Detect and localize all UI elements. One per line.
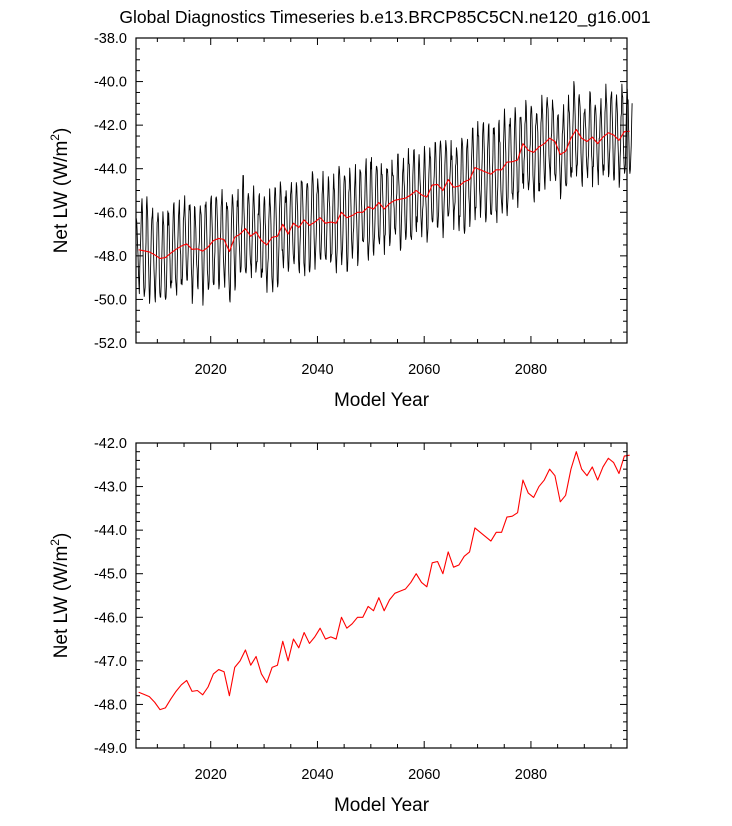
top-y-tick-label: -48.0 [94,249,127,265]
top-x-tick-label: 2080 [515,362,547,378]
bottom-plot-frame [135,442,628,749]
bottom-panel: -49.0 -48.0 -47.0 -46.0 -45.0 -44.0 -43.… [48,436,630,816]
bottom-y-tick-label: -45.0 [94,567,127,583]
top-tick-marks [136,37,627,344]
top-y-axis-label: Net LW (W/m2) [48,128,72,254]
top-y-tick-labels: -52.0 -50.0 -48.0 -46.0 -44.0 -42.0 -40.… [94,31,127,352]
top-plot-frame [135,37,628,344]
top-series-annual-mean-line [138,128,630,260]
top-x-tick-label: 2040 [301,362,333,378]
bottom-y-tick-label: -47.0 [94,654,127,670]
top-panel: -52.0 -50.0 -48.0 -46.0 -44.0 -42.0 -40.… [48,31,633,411]
bottom-x-tick-label: 2020 [195,767,227,783]
top-y-tick-label: -50.0 [94,292,127,308]
top-x-tick-label: 2020 [195,362,227,378]
top-y-tick-label: -42.0 [94,118,127,134]
bottom-x-axis-label: Model Year [334,795,430,816]
bottom-y-tick-label: -44.0 [94,523,127,539]
bottom-x-tick-label: 2060 [408,767,440,783]
top-y-tick-label: -38.0 [94,31,127,47]
top-plot-area [135,81,633,306]
bottom-series-annual-mean-line [138,451,630,711]
bottom-y-tick-label: -49.0 [94,741,127,757]
top-x-tick-labels: 2020 2040 2060 2080 [195,362,547,378]
top-y-tick-label: -44.0 [94,162,127,178]
top-series-monthly-line [135,81,633,306]
bottom-y-tick-labels: -49.0 -48.0 -47.0 -46.0 -45.0 -44.0 -43.… [94,436,127,757]
top-x-axis-label: Model Year [334,390,430,411]
bottom-y-axis-label: Net LW (W/m2) [48,533,72,659]
top-y-tick-label: -46.0 [94,205,127,221]
bottom-x-tick-labels: 2020 2040 2060 2080 [195,767,547,783]
bottom-plot-area [138,451,630,711]
top-x-tick-label: 2060 [408,362,440,378]
top-y-tick-label: -40.0 [94,75,127,91]
bottom-y-tick-label: -48.0 [94,697,127,713]
bottom-y-tick-label: -42.0 [94,436,127,452]
bottom-y-tick-label: -43.0 [94,480,127,496]
bottom-x-tick-label: 2040 [301,767,333,783]
bottom-tick-marks [136,442,627,749]
bottom-y-tick-label: -46.0 [94,610,127,626]
chart-title: Global Diagnostics Timeseries b.e13.BRCP… [119,7,650,28]
top-y-tick-label: -52.0 [94,336,127,352]
bottom-x-tick-label: 2080 [515,767,547,783]
